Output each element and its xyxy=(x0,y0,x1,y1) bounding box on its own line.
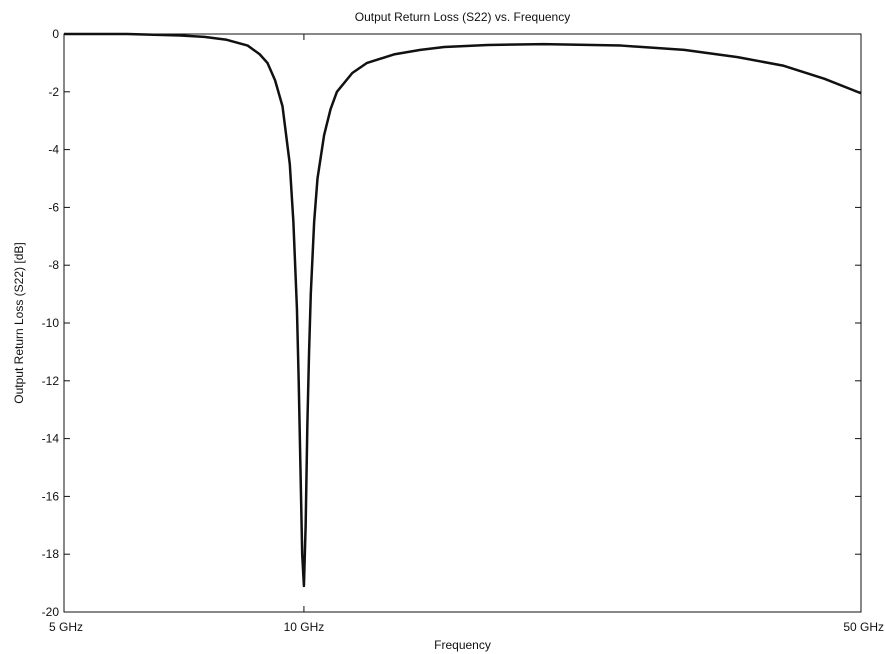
plot-frame xyxy=(63,33,862,613)
x-axis-ticks: 5 GHz 10 GHz 50 GHz xyxy=(49,34,884,634)
y-axis-ticks: 0 -2 -4 -6 -8 -10 -12 -14 -16 -18 -20 xyxy=(42,27,861,619)
x-tick-label: 50 GHz xyxy=(843,620,884,634)
y-tick-label: -4 xyxy=(48,143,59,157)
s22-series-line xyxy=(64,32,862,588)
x-axis-label: Frequency xyxy=(434,638,491,652)
chart-title: Output Return Loss (S22) vs. Frequency xyxy=(355,10,570,24)
y-tick-label: -12 xyxy=(42,374,60,388)
y-tick-label: 0 xyxy=(52,27,59,41)
y-tick-label: -16 xyxy=(42,489,60,503)
x-tick-label: 5 GHz xyxy=(49,620,83,634)
y-tick-label: -20 xyxy=(42,605,60,619)
y-tick-label: -10 xyxy=(42,316,60,330)
y-axis-label: Output Return Loss (S22) [dB] xyxy=(12,242,26,403)
x-tick-label: 10 GHz xyxy=(284,620,325,634)
y-tick-label: -2 xyxy=(48,85,59,99)
y-tick-label: -8 xyxy=(48,258,59,272)
y-tick-label: -6 xyxy=(48,200,59,214)
y-tick-label: -18 xyxy=(42,547,60,561)
y-tick-label: -14 xyxy=(42,432,60,446)
